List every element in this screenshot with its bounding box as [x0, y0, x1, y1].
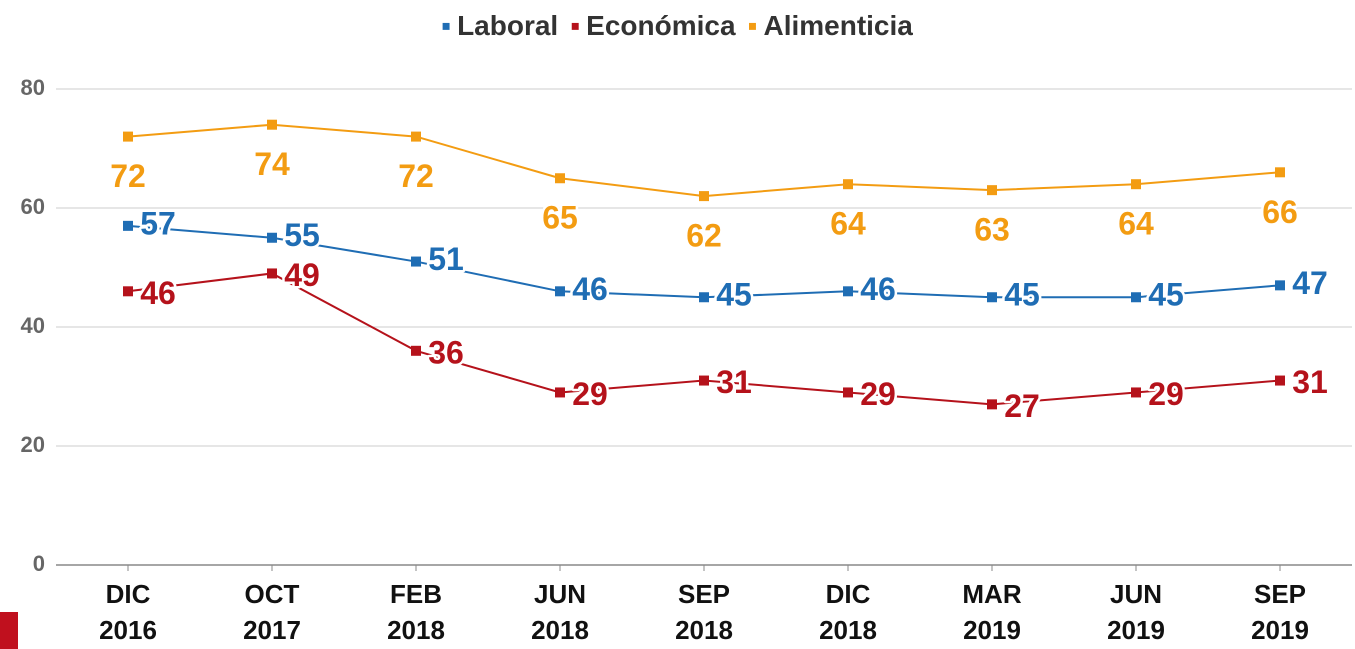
data-label: 46 [860, 271, 896, 307]
point [699, 375, 709, 386]
data-label: 49 [284, 257, 320, 293]
x-tick-label: JUN 2018 [531, 579, 589, 645]
y-tick-label: 0 [33, 551, 45, 576]
data-label: 74 [254, 146, 290, 182]
y-tick-label: 20 [21, 432, 45, 457]
legend-marker: ▪ [441, 10, 451, 41]
point [411, 131, 421, 142]
data-label: 27 [1004, 388, 1040, 424]
data-label: 29 [572, 376, 608, 412]
point [267, 268, 277, 279]
legend-label: Alimenticia [763, 10, 913, 41]
y-tick-label: 80 [21, 75, 45, 100]
legend-marker: ▪ [570, 10, 580, 41]
point [699, 191, 709, 202]
legend-label: Económica [586, 10, 736, 41]
point [987, 185, 997, 196]
x-tick-label: MAR 2019 [962, 579, 1021, 645]
x-tick-label: SEP 2018 [675, 579, 733, 645]
point [411, 345, 421, 356]
point [1275, 167, 1285, 178]
point [699, 292, 709, 303]
data-label: 51 [428, 241, 464, 277]
legend-marker: ▪ [748, 10, 758, 41]
data-label: 45 [1004, 277, 1040, 313]
data-label: 72 [398, 158, 434, 194]
point [843, 286, 853, 297]
legend: ▪ Laboral ▪ Económica ▪ Alimenticia [441, 10, 913, 41]
data-label: 63 [974, 212, 1010, 248]
data-label: 45 [716, 277, 752, 313]
point [843, 387, 853, 398]
point [267, 232, 277, 243]
point [1131, 387, 1141, 398]
series-line [127, 123, 1281, 198]
data-label: 46 [572, 271, 608, 307]
y-tick-label: 40 [21, 313, 45, 338]
point [123, 131, 133, 142]
point [411, 256, 421, 267]
data-label: 64 [1118, 206, 1154, 242]
point [987, 399, 997, 410]
point [555, 387, 565, 398]
legend-label: Laboral [457, 10, 558, 41]
point [1275, 375, 1285, 386]
x-tick-label: OCT 2017 [243, 579, 301, 645]
point [267, 119, 277, 130]
point [123, 220, 133, 231]
data-label: 29 [1148, 376, 1184, 412]
data-label: 55 [284, 217, 320, 253]
x-tick-label: JUN 2019 [1107, 579, 1165, 645]
data-label: 57 [140, 205, 176, 241]
data-label: 72 [110, 158, 146, 194]
x-tick-label: DIC 2018 [819, 579, 877, 645]
point [555, 173, 565, 184]
point [1275, 280, 1285, 291]
data-label: 65 [542, 200, 578, 236]
point [987, 292, 997, 303]
point [555, 286, 565, 297]
data-label: 46 [140, 275, 176, 311]
data-label: 45 [1148, 277, 1184, 313]
decoration [0, 612, 18, 649]
point [123, 286, 133, 297]
data-label: 31 [716, 364, 752, 400]
y-tick-label: 60 [21, 194, 45, 219]
data-label: 36 [428, 334, 464, 370]
data-label: 47 [1292, 265, 1328, 301]
data-label: 31 [1292, 364, 1328, 400]
point [1131, 292, 1141, 303]
x-tick-label: DIC 2016 [99, 579, 157, 645]
point [1131, 179, 1141, 190]
data-label: 66 [1262, 194, 1298, 230]
point [843, 179, 853, 190]
data-label: 62 [686, 218, 722, 254]
data-label: 29 [860, 376, 896, 412]
x-tick-label: SEP 2019 [1251, 579, 1309, 645]
x-tick-label: FEB 2018 [387, 579, 445, 645]
data-label: 64 [830, 206, 866, 242]
